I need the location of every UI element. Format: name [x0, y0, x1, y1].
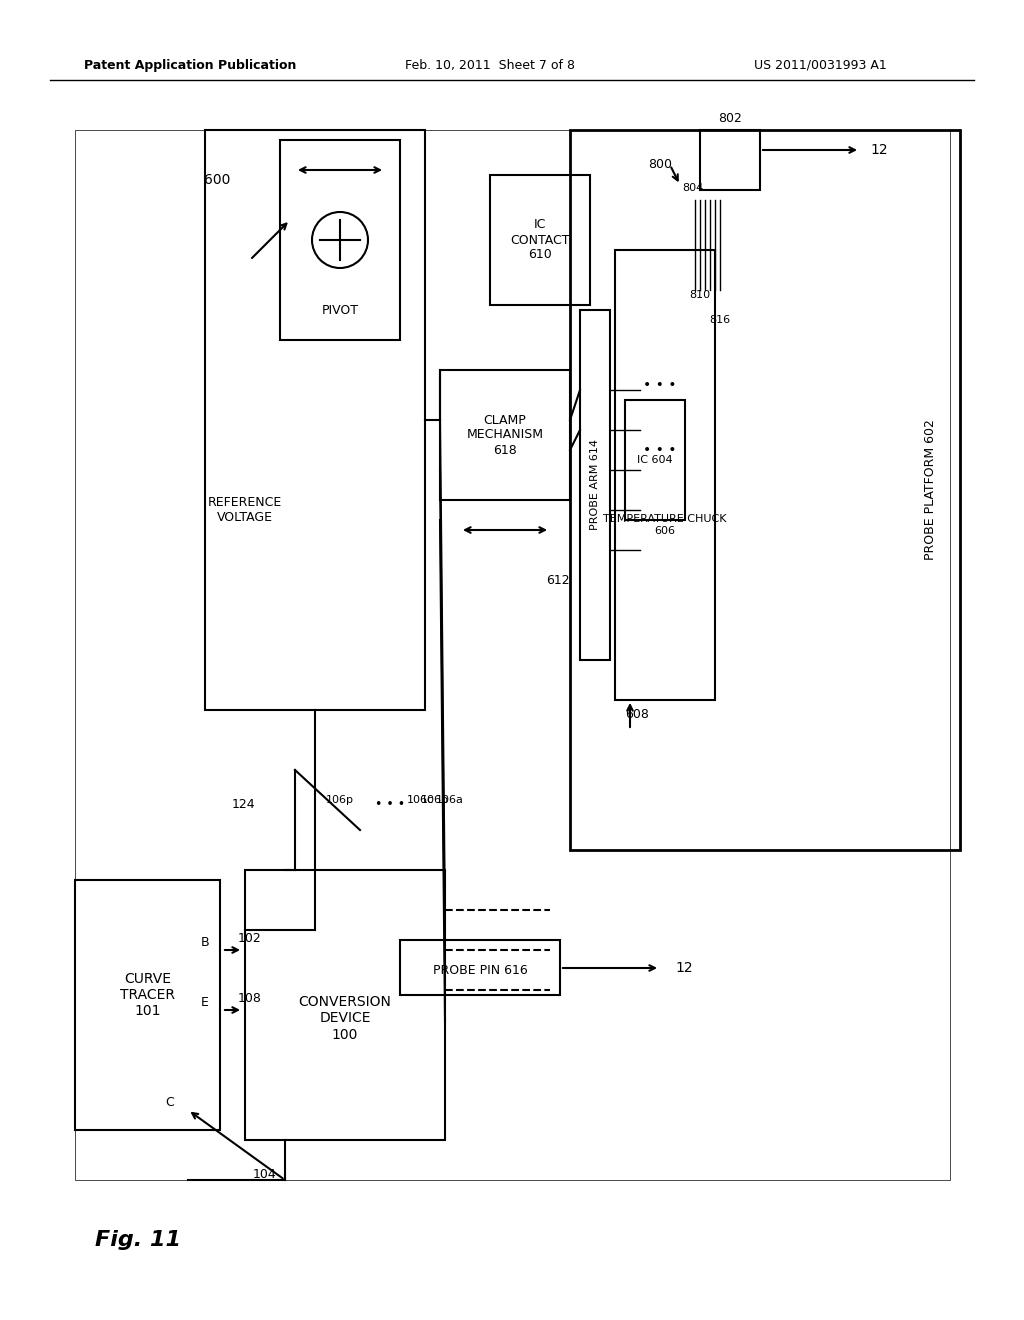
Text: REFERENCE
VOLTAGE: REFERENCE VOLTAGE: [208, 496, 283, 524]
Text: 12: 12: [675, 961, 692, 975]
Text: 802: 802: [718, 111, 742, 124]
Text: IC
CONTACT
610: IC CONTACT 610: [510, 219, 569, 261]
Text: PROBE PLATFORM 602: PROBE PLATFORM 602: [924, 420, 937, 561]
Bar: [245, 870, 445, 1140]
Text: 804: 804: [682, 183, 703, 193]
Text: E: E: [201, 995, 209, 1008]
Text: 608: 608: [625, 709, 649, 722]
Bar: [75, 129, 950, 1180]
Text: 612: 612: [547, 573, 570, 586]
Text: Patent Application Publication: Patent Application Publication: [84, 58, 296, 71]
Bar: [75, 880, 220, 1130]
Text: CURVE
TRACER
101: CURVE TRACER 101: [120, 972, 175, 1018]
Text: 800: 800: [648, 158, 672, 172]
Text: 106a: 106a: [436, 795, 464, 805]
Text: 124: 124: [231, 799, 255, 812]
Text: CONVERSION
DEVICE
100: CONVERSION DEVICE 100: [299, 995, 391, 1041]
Bar: [625, 400, 685, 520]
Text: • • •: • • •: [643, 444, 677, 457]
Text: 12: 12: [870, 143, 888, 157]
Bar: [490, 176, 590, 305]
Text: C: C: [166, 1096, 174, 1109]
Bar: [440, 370, 570, 500]
Text: CLAMP
MECHANISM
618: CLAMP MECHANISM 618: [467, 413, 544, 457]
Text: 108: 108: [238, 991, 262, 1005]
Bar: [570, 129, 961, 850]
Text: • • •: • • •: [643, 378, 677, 392]
Text: Feb. 10, 2011  Sheet 7 of 8: Feb. 10, 2011 Sheet 7 of 8: [406, 58, 575, 71]
Text: PIVOT: PIVOT: [322, 304, 358, 317]
Text: 106p: 106p: [326, 795, 354, 805]
Text: 816: 816: [710, 315, 730, 325]
Text: 104: 104: [253, 1168, 276, 1181]
Text: TEMPERATURE CHUCK
606: TEMPERATURE CHUCK 606: [603, 515, 727, 536]
Bar: [400, 940, 560, 995]
Text: 106c: 106c: [407, 795, 433, 805]
Text: PROBE ARM 614: PROBE ARM 614: [590, 440, 600, 531]
Text: 106b: 106b: [421, 795, 449, 805]
Text: IC 604: IC 604: [637, 455, 673, 465]
Text: 600: 600: [204, 173, 230, 187]
Text: Fig. 11: Fig. 11: [95, 1230, 181, 1250]
Text: 102: 102: [239, 932, 262, 945]
Text: • • •: • • •: [375, 799, 406, 812]
Bar: [615, 249, 715, 700]
Bar: [700, 129, 760, 190]
Text: 810: 810: [689, 290, 711, 300]
Text: PROBE PIN 616: PROBE PIN 616: [432, 964, 527, 977]
Bar: [205, 129, 425, 710]
Bar: [580, 310, 610, 660]
Text: US 2011/0031993 A1: US 2011/0031993 A1: [754, 58, 887, 71]
Text: B: B: [201, 936, 209, 949]
Bar: [280, 140, 400, 341]
